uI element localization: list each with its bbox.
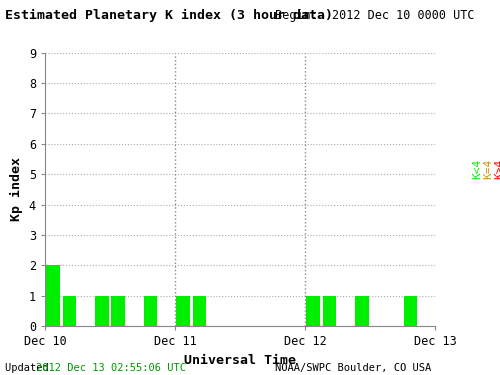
Bar xyxy=(452,296,466,326)
Y-axis label: Kp index: Kp index xyxy=(10,158,24,221)
Text: K=4: K=4 xyxy=(484,159,494,179)
Bar xyxy=(469,296,482,326)
Bar xyxy=(322,296,336,326)
Text: Updated: Updated xyxy=(5,363,55,373)
Bar xyxy=(144,296,158,326)
Text: Estimated Planetary K index (3 hour data): Estimated Planetary K index (3 hour data… xyxy=(5,9,333,22)
Bar xyxy=(176,296,190,326)
Text: K>4: K>4 xyxy=(494,159,500,179)
X-axis label: Universal Time: Universal Time xyxy=(184,354,296,367)
Bar xyxy=(112,296,125,326)
Bar xyxy=(192,296,206,326)
Bar xyxy=(436,296,450,326)
Text: K<4: K<4 xyxy=(472,159,482,179)
Bar xyxy=(355,296,368,326)
Bar xyxy=(46,266,60,326)
Bar xyxy=(306,296,320,326)
Bar xyxy=(404,296,417,326)
Text: Begin:  2012 Dec 10 0000 UTC: Begin: 2012 Dec 10 0000 UTC xyxy=(275,9,474,22)
Text: 2012 Dec 13 02:55:06 UTC: 2012 Dec 13 02:55:06 UTC xyxy=(36,363,186,373)
Bar xyxy=(62,296,76,326)
Text: NOAA/SWPC Boulder, CO USA: NOAA/SWPC Boulder, CO USA xyxy=(275,363,431,373)
Bar xyxy=(95,296,108,326)
